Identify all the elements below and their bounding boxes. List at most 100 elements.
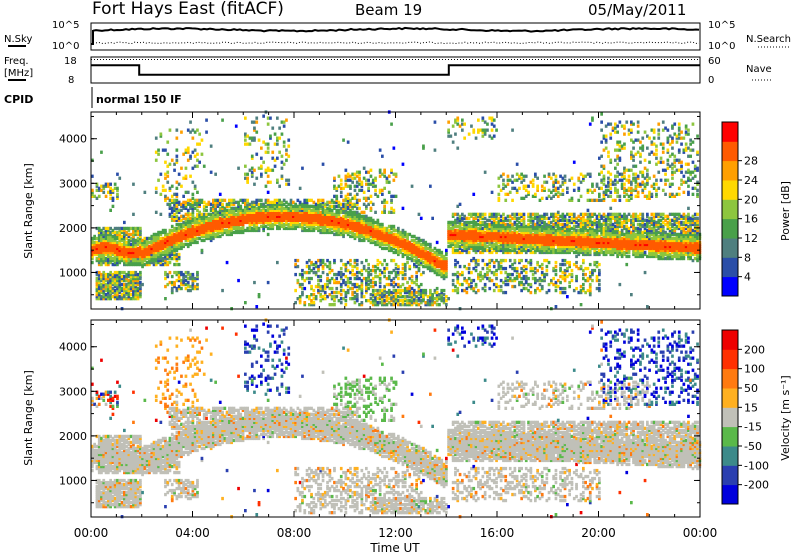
power-cell [154,234,158,239]
power-cell [561,242,565,247]
power-cell [253,208,256,212]
power-cell [118,280,122,285]
power-cell [95,196,99,200]
power-cell [317,200,320,204]
power-cell [399,238,402,243]
power-cell [127,244,131,249]
power-cell [408,264,412,269]
power-cell [248,212,252,216]
power-cell [394,297,398,301]
power-cell [554,236,558,241]
power-cell [397,303,400,307]
power-cell [447,297,450,301]
power-cell [390,293,393,297]
power-cell [164,248,167,253]
power-cell [429,184,432,188]
power-cell [545,240,549,245]
power-cell [95,293,99,297]
power-cell [552,282,555,287]
power-cell [534,192,537,196]
power-cell [497,176,501,180]
power-cell [186,208,190,212]
power-cell [177,262,181,267]
power-cell [362,210,366,214]
power-cell [529,216,533,220]
power-cell [520,214,523,218]
power-cell [262,214,265,218]
power-cell [164,270,167,275]
power-cell [451,282,455,287]
power-cell [561,188,565,192]
power-cell [120,286,124,291]
power-cell [524,286,528,291]
power-cell [317,202,320,206]
power-cell [447,224,450,229]
power-cell [266,122,270,126]
power-cell [440,297,444,301]
power-cell [344,230,348,235]
power-cell [173,218,176,222]
power-cell [330,224,334,229]
power-cell [202,206,206,210]
power-cell [186,148,190,152]
power-cell [333,212,336,216]
power-cell [344,274,348,279]
power-cell [529,180,533,184]
power-cell [333,228,336,233]
power-cell [483,128,487,132]
power-cell [152,258,156,263]
power-cell [520,230,523,235]
power-cell [129,262,133,267]
power-cell [305,276,309,281]
power-cell [159,236,163,241]
power-cell [449,232,453,237]
power-cell [218,208,222,212]
power-cell [323,286,327,291]
power-cell [216,214,220,218]
power-cell [550,176,553,180]
power-cell [552,242,555,247]
power-cell [513,242,517,247]
power-cell [244,176,247,180]
power-cell [166,170,170,174]
power-cell [123,258,126,263]
power-cell [415,276,418,281]
power-cell [543,188,546,192]
power-cell [205,218,208,222]
power-cell [205,230,208,235]
power-cell [323,214,327,218]
power-cell [116,270,119,275]
power-cell [545,212,549,216]
power-cell [205,222,208,227]
power-cell [113,272,117,277]
power-cell [248,216,252,220]
power-cell [312,262,316,267]
power-cell [196,152,199,156]
power-cell [310,222,313,227]
power-cell [221,220,224,225]
power-cell [314,284,318,289]
power-cell [401,270,405,275]
power-cell [470,284,473,289]
power-cell [511,180,514,184]
power-cell [559,214,562,218]
power-cell [534,236,537,241]
power-cell [241,210,245,214]
power-cell [255,212,259,216]
power-cell [218,200,222,204]
power-cell [534,276,537,281]
power-cell [104,236,108,241]
power-cell [554,305,558,309]
power-cell [429,250,432,255]
power-cell [392,288,396,293]
power-cell [173,192,176,196]
power-cell [326,258,329,263]
power-cell [312,222,316,227]
power-cell [191,204,195,208]
power-cell [458,124,462,128]
power-cell [397,270,400,275]
power-cell [358,286,361,291]
power-cell [547,248,551,253]
power-cell [360,216,364,220]
power-cell [344,208,348,212]
